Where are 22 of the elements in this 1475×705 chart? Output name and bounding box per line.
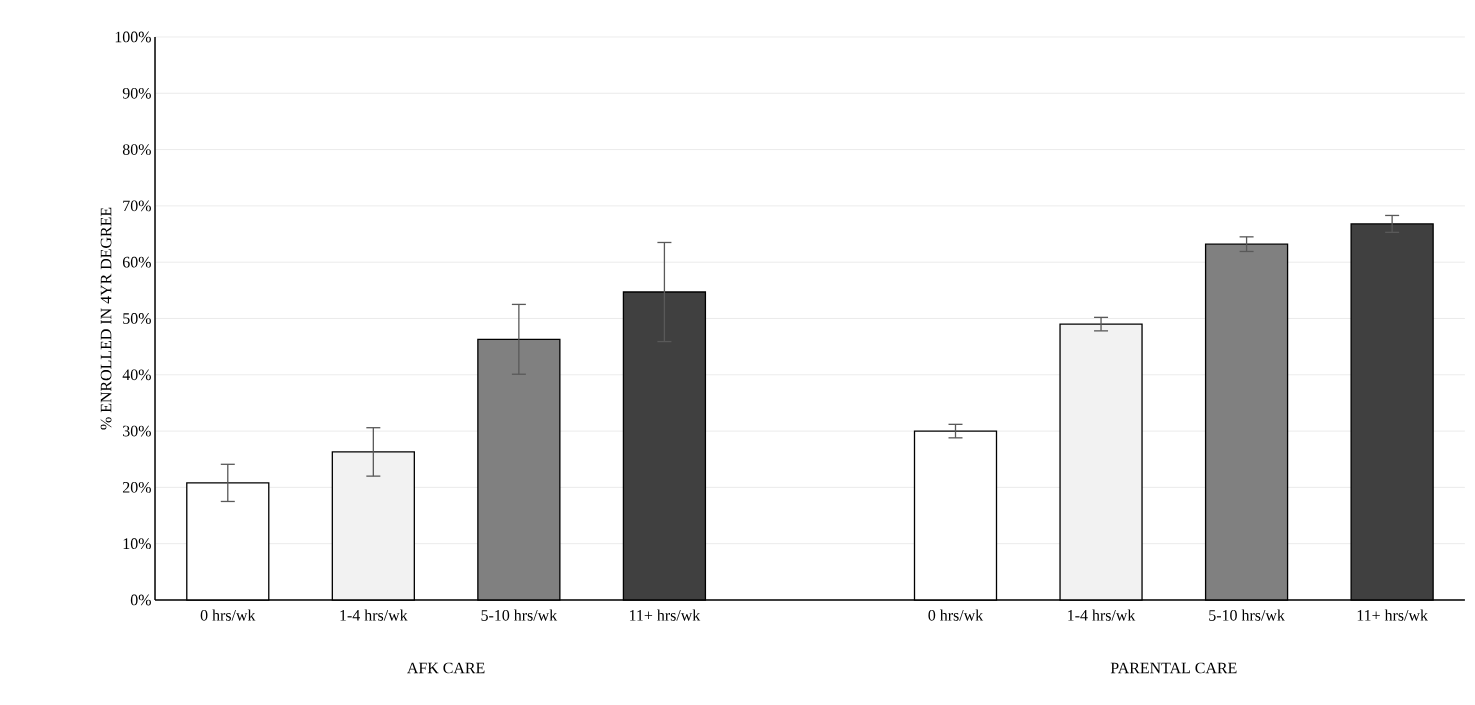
text: PARENTAL CARE (1110, 662, 1237, 674)
x-tick-label: 5-10 hrs/wk (481, 609, 558, 621)
y-tick-label: 0% (130, 594, 151, 606)
y-tick-label: 20% (122, 481, 151, 493)
x-tick-label: 1-4 hrs/wk (340, 609, 408, 621)
x-tick-label: 1-4 hrs/wk (1068, 609, 1136, 621)
y-tick-label: 10% (123, 538, 151, 550)
x-tick-label: 11+ hrs/wk (629, 609, 701, 621)
x-tick-label: 0 hrs/wk (200, 609, 256, 621)
y-tick-label: 50% (123, 313, 151, 324)
y-tick-label: 30% (123, 425, 151, 437)
y-tick-label: 100% (115, 31, 151, 43)
y-axis-title: % ENROLLED IN 4YR DEGREE (100, 207, 112, 430)
y-tick-label: 60% (122, 256, 151, 268)
x-tick-label: 5-10 hrs/wk (1209, 609, 1285, 621)
y-tick-label: 90% (122, 87, 151, 99)
y-tick-label: 80% (122, 144, 151, 155)
x-tick-label: 11+ hrs/wk (1357, 609, 1428, 621)
x-tick-label: 0 hrs/wk (928, 609, 984, 621)
y-tick-label: 70% (123, 200, 151, 212)
y-tick-label: 40% (122, 369, 151, 381)
text: AFK CARE (407, 662, 485, 674)
